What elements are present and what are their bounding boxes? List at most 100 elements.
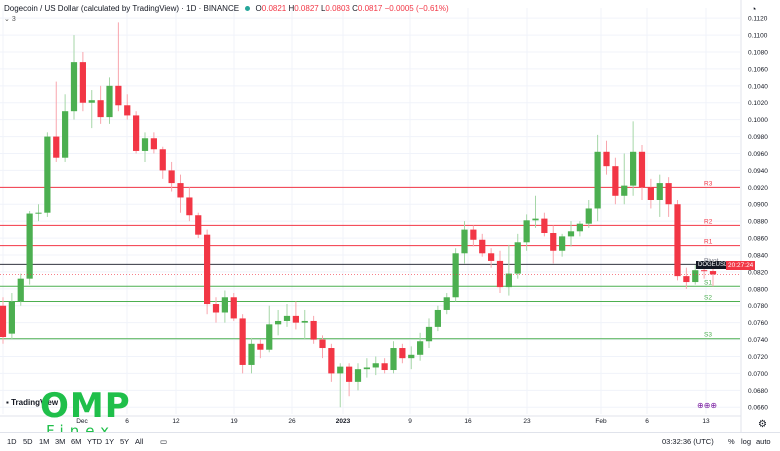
candle-body	[532, 218, 539, 221]
candle-body	[0, 305, 7, 338]
symbol-title[interactable]: Dogecoin / US Dollar (calculated by Trad…	[4, 4, 240, 13]
timeframe-5y[interactable]: 5Y	[120, 437, 130, 446]
y-tick-label: 0.0920	[748, 185, 768, 192]
events-icon[interactable]: ⊕⊕⊕	[697, 401, 718, 410]
candle-body	[496, 260, 504, 288]
x-tick-label: 26	[288, 418, 296, 425]
candle-body	[461, 229, 468, 254]
candle-body	[425, 326, 433, 342]
y-tick-label: 0.0680	[748, 388, 768, 395]
candle-body	[26, 213, 33, 279]
candle-body	[301, 320, 308, 323]
candle-body	[346, 366, 353, 382]
settings-gear-icon[interactable]: ⚙	[758, 419, 767, 430]
pivot-label-pivot: Pivot	[704, 257, 719, 264]
omp-finex-logo: OMP Finex	[40, 386, 131, 440]
candle-body	[44, 136, 51, 213]
candle-body	[638, 151, 646, 188]
candle-body	[62, 111, 69, 158]
candle-body	[70, 62, 78, 112]
candle-body	[257, 343, 264, 350]
y-tick-label: 0.1120	[748, 16, 768, 23]
bell-icon[interactable]: ◔	[751, 4, 757, 14]
candle-body	[363, 367, 370, 370]
auto-toggle[interactable]: auto	[756, 437, 771, 446]
candle-body	[576, 223, 583, 232]
timeframe-ytd[interactable]: YTD	[87, 437, 102, 446]
date-range-icon[interactable]: ▭	[160, 437, 168, 446]
tradingview-logo[interactable]: ▪ TradingView	[6, 398, 58, 407]
candle-body	[141, 138, 149, 151]
candle-body	[479, 239, 486, 254]
candle-body	[133, 115, 140, 151]
candle-body	[567, 231, 575, 237]
candle-body	[630, 151, 637, 186]
candle-body	[177, 183, 184, 198]
timeframe-5d[interactable]: 5D	[23, 437, 33, 446]
pivot-label-s2: S2	[704, 295, 712, 302]
candle-body	[124, 105, 131, 116]
candle-body	[692, 270, 699, 283]
candle-body	[594, 151, 601, 209]
y-tick-label: 0.0880	[748, 219, 768, 226]
y-tick-label: 0.1000	[748, 117, 768, 124]
candle-body	[656, 183, 663, 201]
candle-body	[106, 85, 113, 118]
candle-body	[283, 315, 291, 321]
candle-body	[292, 315, 299, 323]
open-value: 0.0821	[261, 4, 287, 13]
x-tick-label: 9	[408, 418, 412, 425]
y-tick-label: 0.0740	[748, 337, 768, 344]
candle-body	[390, 348, 397, 371]
indicator-toggle[interactable]: ⌄ 3	[4, 15, 16, 23]
candle-body	[159, 149, 166, 171]
candle-body	[701, 270, 708, 272]
candle-body	[88, 100, 95, 103]
timeframe-1d[interactable]: 1D	[7, 437, 17, 446]
symbol-price-label: DOGEUSD	[696, 261, 731, 269]
chevron-down-icon: ⌄	[4, 16, 10, 23]
y-tick-label: 0.0940	[748, 168, 768, 175]
candle-body	[674, 204, 681, 277]
timeframe-1m[interactable]: 1M	[39, 437, 50, 446]
x-tick-label: 23	[523, 418, 531, 425]
candle-body	[248, 343, 255, 365]
x-tick-label: Feb	[595, 418, 607, 425]
candle-body	[97, 100, 104, 118]
y-tick-label: 0.0840	[748, 252, 768, 259]
timeframe-6m[interactable]: 6M	[71, 437, 82, 446]
timeframe-1y[interactable]: 1Y	[105, 437, 115, 446]
x-tick-label: 13	[702, 418, 710, 425]
candle-body	[221, 297, 228, 313]
x-tick-label: 6	[125, 418, 129, 425]
timeframe-all[interactable]: All	[135, 437, 144, 446]
pivot-label-r1: R1	[704, 239, 713, 246]
utc-clock[interactable]: 03:32:36 (UTC)	[662, 437, 714, 446]
candle-body	[168, 170, 175, 184]
candle-body	[150, 138, 157, 150]
candle-body	[585, 208, 592, 224]
x-tick-label: 19	[230, 418, 238, 425]
y-tick-label: 0.1020	[748, 100, 768, 107]
change-value: −0.0005 (−0.61%)	[384, 4, 449, 13]
pivot-label-s1: S1	[704, 279, 712, 286]
candle-body	[452, 253, 459, 298]
candle-body	[647, 187, 654, 201]
tradingview-icon: ▪	[6, 398, 9, 407]
y-tick-label: 0.0960	[748, 151, 768, 158]
bottom-toolbar: 1D 5D 1M 3M 6M YTD 1Y 5Y All ▭ 03:32:36 …	[0, 432, 780, 451]
candle-body	[195, 215, 202, 235]
tradingview-label: TradingView	[11, 398, 59, 407]
chart-legend: Dogecoin / US Dollar (calculated by Trad…	[4, 4, 449, 13]
y-tick-label: 0.1080	[748, 49, 768, 56]
pivot-label-r3: R3	[704, 180, 713, 187]
percent-toggle[interactable]: %	[728, 437, 735, 446]
candle-body	[115, 85, 122, 106]
candle-body	[8, 301, 15, 334]
log-toggle[interactable]: log	[741, 437, 752, 446]
candle-body	[603, 151, 610, 167]
x-tick-label: 16	[464, 418, 472, 425]
timeframe-3m[interactable]: 3M	[55, 437, 66, 446]
